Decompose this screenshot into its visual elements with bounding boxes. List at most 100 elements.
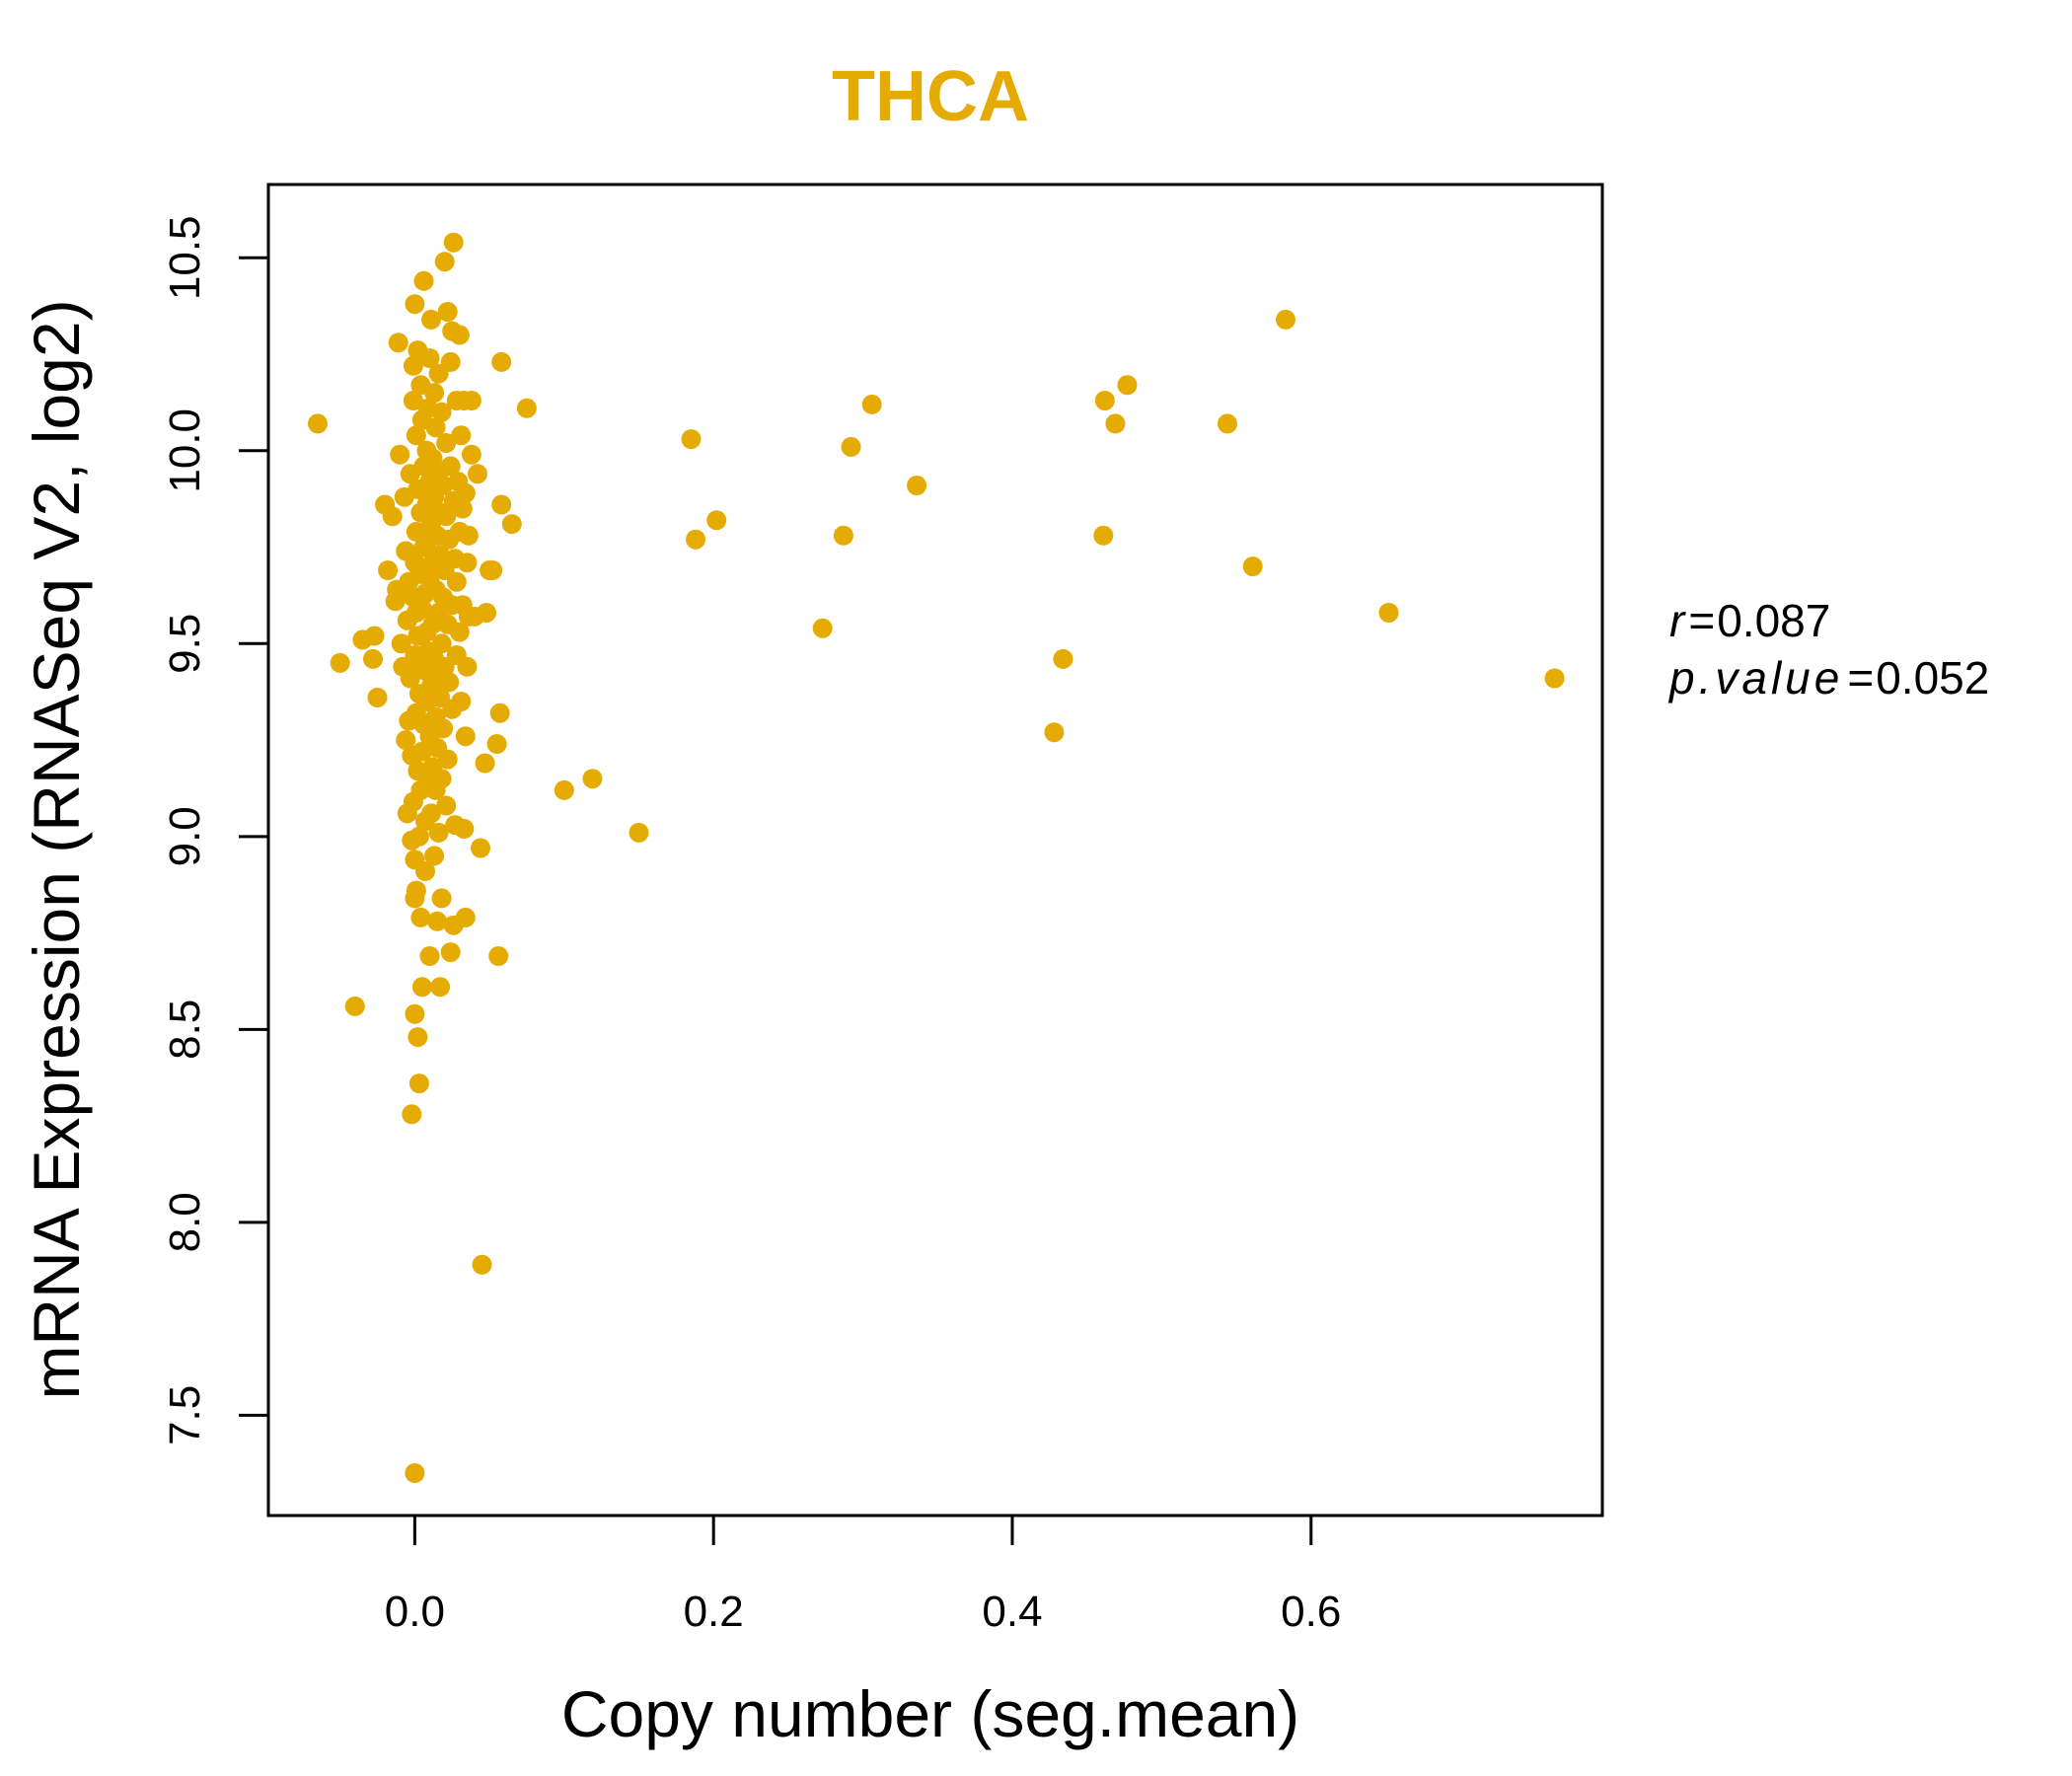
data-point	[436, 433, 457, 453]
plot-frame	[266, 183, 1604, 1517]
data-point	[501, 514, 522, 535]
data-point	[433, 718, 454, 739]
data-point	[411, 977, 432, 998]
data-point	[812, 618, 833, 638]
data-point	[1276, 309, 1295, 330]
data-point	[411, 599, 432, 620]
data-point	[411, 741, 432, 762]
data-point	[472, 1254, 492, 1275]
x-tick-label: 0.4	[982, 1588, 1042, 1636]
data-point	[833, 525, 853, 546]
y-tick-label: 9.5	[161, 614, 209, 674]
data-point	[455, 907, 476, 927]
data-point	[489, 703, 510, 723]
data-point	[582, 769, 603, 789]
y-tick-label: 10.0	[161, 408, 209, 493]
data-point	[431, 633, 452, 654]
y-axis: 7.5 8.0 8.5 9.0 9.5 10.0 10.5	[161, 215, 270, 1445]
data-point	[482, 560, 503, 580]
data-point	[390, 444, 410, 465]
data-point	[430, 977, 451, 998]
data-point	[330, 652, 350, 673]
data-point	[907, 476, 927, 495]
y-axis-label: mRNA Expression (RNASeq V2, log2)	[20, 299, 93, 1399]
data-point	[554, 779, 574, 800]
data-point	[431, 769, 452, 789]
data-point	[861, 394, 882, 414]
correlation-annotation: r=0.087	[1669, 595, 1830, 646]
data-point	[363, 648, 383, 669]
data-point	[486, 734, 507, 754]
data-point	[446, 571, 467, 592]
data-point	[1117, 375, 1138, 396]
data-point	[491, 494, 512, 515]
p-value: 0.052	[1876, 652, 1989, 703]
data-point	[475, 753, 495, 774]
data-point	[421, 803, 441, 824]
p-label: p.value	[1667, 652, 1843, 703]
data-point	[391, 633, 411, 654]
data-point	[367, 688, 388, 707]
data-point	[410, 907, 431, 927]
data-point	[1105, 413, 1126, 434]
r-value: 0.087	[1717, 595, 1830, 646]
data-point	[424, 846, 445, 866]
data-point	[415, 861, 435, 881]
data-point	[1544, 668, 1565, 689]
data-point	[461, 391, 481, 410]
data-point	[407, 1027, 428, 1048]
data-point	[430, 545, 451, 565]
data-point	[1242, 556, 1263, 577]
data-point	[437, 749, 458, 770]
data-point	[452, 498, 473, 519]
data-point	[681, 429, 702, 450]
data-point	[405, 294, 425, 315]
data-point	[1044, 722, 1065, 743]
data-point	[1093, 525, 1114, 546]
data-point	[461, 444, 481, 465]
data-point	[454, 819, 475, 839]
data-point	[471, 838, 490, 858]
data-point	[488, 946, 509, 966]
data-point	[468, 464, 487, 484]
data-point	[427, 911, 448, 931]
r-label: r	[1669, 595, 1686, 646]
data-point	[421, 309, 441, 330]
data-point	[405, 1003, 425, 1024]
p-equals: =	[1847, 652, 1874, 703]
data-point	[1218, 413, 1237, 434]
data-point	[378, 560, 399, 580]
data-point	[457, 553, 478, 573]
data-point	[433, 476, 454, 495]
data-point	[344, 996, 365, 1016]
data-point	[443, 232, 464, 253]
data-point	[451, 425, 472, 446]
data-point	[686, 529, 705, 550]
data-point	[437, 302, 458, 322]
data-point	[402, 1104, 422, 1125]
data-point	[841, 436, 861, 457]
data-point	[1378, 603, 1399, 623]
data-point	[440, 456, 461, 477]
data-point	[457, 656, 478, 677]
x-axis-label: Copy number (seg.mean)	[561, 1677, 1299, 1750]
data-point	[440, 351, 461, 372]
data-point	[382, 506, 403, 527]
data-point	[449, 325, 470, 345]
data-point	[436, 795, 457, 816]
data-point	[428, 822, 449, 843]
data-point	[431, 402, 452, 422]
data-point	[388, 333, 408, 353]
data-point	[491, 351, 512, 372]
x-tick-label: 0.2	[684, 1588, 744, 1636]
data-point	[422, 448, 443, 469]
chart-title: THCA	[832, 57, 1029, 136]
data-point	[419, 946, 440, 966]
data-point	[408, 1073, 429, 1094]
data-point	[449, 622, 470, 642]
y-tick-label: 10.5	[161, 215, 209, 300]
x-tick-label: 0.6	[1281, 1588, 1341, 1636]
x-tick-label: 0.0	[385, 1588, 445, 1636]
data-point	[440, 942, 461, 963]
